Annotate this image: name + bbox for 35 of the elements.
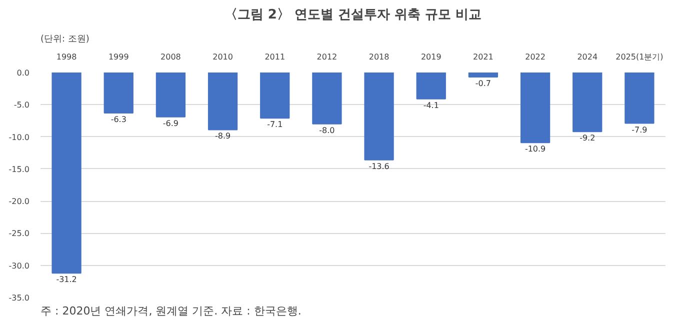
x-tick-label: 2012 <box>316 52 338 62</box>
data-label: -6.3 <box>110 115 126 124</box>
x-tick-label: 2022 <box>525 52 546 62</box>
data-label: -7.1 <box>267 120 283 130</box>
x-tick-label: 2018 <box>368 52 390 62</box>
data-label: -4.1 <box>423 100 439 110</box>
y-tick-label: -30.0 <box>8 261 30 270</box>
x-tick-label: 1999 <box>108 52 129 62</box>
data-label: -8.9 <box>214 132 231 141</box>
x-tick-label: 2025(1분기) <box>616 52 664 62</box>
data-label: -0.7 <box>475 79 492 88</box>
x-tick-label: 2008 <box>160 52 181 62</box>
data-label: -31.2 <box>56 275 77 284</box>
x-tick-label: 2019 <box>420 52 442 62</box>
y-axis-title: (단위: 조원) <box>40 34 90 44</box>
x-tick-label: 2010 <box>212 52 233 62</box>
y-tick-label: -5.0 <box>14 100 30 110</box>
y-tick-label: 0.0 <box>16 68 30 78</box>
x-tick-label: 2024 <box>577 52 598 62</box>
y-tick-label: -15.0 <box>8 164 30 174</box>
data-label: -8.0 <box>319 126 335 135</box>
chart-title: 〈그림 2〉 연도별 건설투자 위축 규모 비교 <box>224 8 482 22</box>
data-label: -7.9 <box>632 125 648 134</box>
data-label: -10.9 <box>524 144 546 154</box>
text: 주 : 2020년 연쇄가격, 원계열 기준. 자료 : 한국은행. <box>40 304 302 318</box>
x-tick-label: 1998 <box>56 52 77 62</box>
y-tick-label: -10.0 <box>8 132 30 142</box>
y-tick-label: -20.0 <box>8 197 30 206</box>
x-tick-label: 2011 <box>264 52 286 62</box>
y-tick-label: -25.0 <box>8 229 30 238</box>
y-tick-label: -35.0 <box>8 294 30 302</box>
data-label: -6.9 <box>162 118 179 128</box>
x-tick-label: 2021 <box>473 52 494 62</box>
data-label: -13.6 <box>368 162 390 171</box>
data-label: -9.2 <box>580 134 596 143</box>
